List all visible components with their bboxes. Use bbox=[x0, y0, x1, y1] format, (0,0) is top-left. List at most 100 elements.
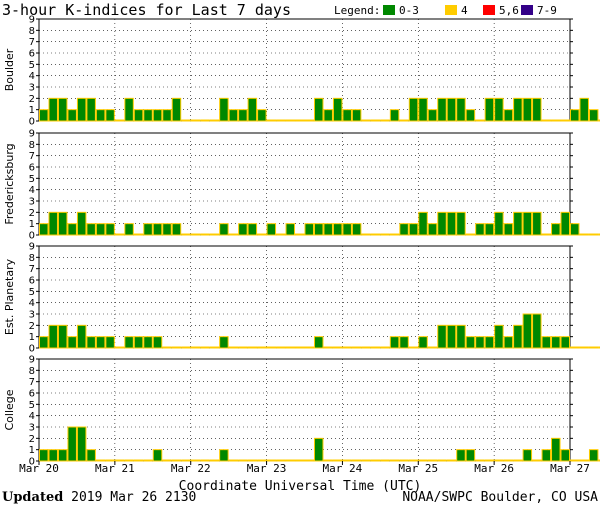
panel-fredericksburg-bar bbox=[513, 211, 523, 236]
panel-est-planetary-bar bbox=[465, 336, 476, 349]
panel-fredericksburg-y-tick-label: 7 bbox=[29, 151, 35, 162]
panel-est-planetary-bar bbox=[285, 346, 296, 349]
panel-fredericksburg-y-tick-label: 0 bbox=[29, 231, 35, 242]
panel-college-bar bbox=[427, 459, 438, 462]
panel-boulder-series-label: Boulder bbox=[3, 48, 16, 91]
panel-college-bar bbox=[209, 459, 220, 462]
panel-fredericksburg-bar bbox=[456, 211, 466, 236]
panel-college-y-tick-label: 4 bbox=[29, 411, 35, 422]
panel-college-bar bbox=[124, 459, 134, 462]
panel-fredericksburg-bar bbox=[484, 223, 495, 236]
panel-est-planetary-bar bbox=[238, 346, 248, 349]
panel-college-bar bbox=[304, 459, 314, 462]
panel-boulder-bar bbox=[266, 119, 277, 122]
panel-college-bar bbox=[494, 459, 504, 462]
panel-college-bar bbox=[456, 449, 466, 462]
panel-fredericksburg-bar bbox=[304, 223, 314, 236]
panel-fredericksburg-y-tick-label: 3 bbox=[29, 197, 35, 208]
panel-boulder-y-tick-label: 8 bbox=[29, 26, 35, 37]
panel-est-planetary-y-tick-label: 0 bbox=[29, 344, 35, 355]
panel-est-planetary-bar bbox=[437, 324, 447, 349]
panel-fredericksburg-bar bbox=[598, 233, 600, 236]
panel-college-bar bbox=[532, 459, 542, 462]
panel-college-y-tick-label: 6 bbox=[29, 389, 35, 400]
panel-fredericksburg-bar bbox=[570, 223, 580, 236]
panel-est-planetary-bar bbox=[475, 336, 485, 349]
chart-panels: 0123456789Boulder0123456789Fredericksbur… bbox=[3, 15, 600, 468]
panel-est-planetary-bar bbox=[276, 346, 286, 349]
panel-est-planetary-bar bbox=[456, 324, 466, 349]
panel-college-bar bbox=[190, 459, 201, 462]
panel-fredericksburg-bar bbox=[257, 233, 267, 236]
panel-est-planetary-bar bbox=[228, 346, 239, 349]
legend-item-7-9-swatch bbox=[521, 5, 533, 15]
panel-fredericksburg-bar bbox=[342, 223, 352, 236]
panel-boulder-bar bbox=[437, 97, 447, 122]
panel-est-planetary-frame bbox=[38, 245, 571, 349]
panel-boulder-bar bbox=[171, 97, 182, 122]
panel-college-bar bbox=[266, 459, 277, 462]
panel-est-planetary-bar bbox=[86, 336, 96, 349]
panel-boulder-y-tick-label: 1 bbox=[29, 105, 35, 116]
panel-fredericksburg-bar bbox=[295, 233, 305, 236]
panel-est-planetary-bar bbox=[67, 336, 77, 349]
panel-college-bar bbox=[295, 459, 305, 462]
panel-college-bar bbox=[437, 459, 447, 462]
panel-college-bar bbox=[181, 459, 191, 462]
panel-est-planetary-bar bbox=[370, 346, 381, 349]
panel-college-bar bbox=[361, 459, 371, 462]
panel-fredericksburg-y-tick-label: 5 bbox=[29, 174, 35, 185]
panel-boulder-bar bbox=[219, 97, 229, 122]
panel-est-planetary-bar bbox=[408, 346, 419, 349]
panel-college-y-tick-label: 7 bbox=[29, 377, 35, 388]
panel-fredericksburg-bar bbox=[266, 223, 277, 236]
panel-fredericksburg-bar bbox=[532, 211, 542, 236]
panel-fredericksburg-bar bbox=[86, 223, 96, 236]
panel-fredericksburg-bar bbox=[190, 233, 201, 236]
panel-est-planetary-bar bbox=[133, 336, 144, 349]
panel-fredericksburg-y-tick-label: 1 bbox=[29, 219, 35, 230]
panel-fredericksburg-bar bbox=[143, 223, 153, 236]
panel-fredericksburg-bar bbox=[228, 233, 239, 236]
panel-fredericksburg-bar bbox=[181, 233, 191, 236]
panel-boulder-bar bbox=[427, 109, 438, 122]
panel-fredericksburg-bar bbox=[76, 211, 87, 236]
legend-item-0-3-label: 0-3 bbox=[399, 4, 419, 17]
panel-college-bar bbox=[257, 459, 267, 462]
panel-college-bar bbox=[48, 449, 58, 462]
panel-boulder-y-tick-label: 9 bbox=[29, 15, 35, 26]
panel-boulder-bar bbox=[579, 97, 589, 122]
panel-est-planetary-bar bbox=[304, 346, 314, 349]
panel-fredericksburg-bar bbox=[522, 211, 533, 236]
panel-est-planetary-bar bbox=[399, 336, 409, 349]
panel-fredericksburg-bar bbox=[171, 223, 182, 236]
panel-fredericksburg-bar bbox=[389, 233, 400, 236]
panel-boulder-y-tick-label: 7 bbox=[29, 37, 35, 48]
panel-boulder-bar bbox=[532, 97, 542, 122]
x-tick-label: Mar 22 bbox=[171, 462, 211, 475]
panel-est-planetary-bar bbox=[570, 346, 580, 349]
panel-fredericksburg-series-label: Fredericksburg bbox=[3, 143, 16, 224]
panel-college-bar bbox=[418, 459, 428, 462]
panel-college-bar bbox=[351, 459, 362, 462]
panel-college-bar bbox=[228, 459, 239, 462]
panel-fredericksburg-bar bbox=[465, 233, 476, 236]
panel-boulder-y-tick-label: 4 bbox=[29, 71, 35, 82]
panel-boulder-bar bbox=[484, 97, 495, 122]
panel-boulder-bar bbox=[114, 119, 125, 122]
panel-college-series-label: College bbox=[3, 389, 16, 430]
panel-fredericksburg-bar bbox=[551, 223, 561, 236]
panel-college-bar bbox=[133, 459, 144, 462]
panel-fredericksburg-bar bbox=[124, 223, 134, 236]
panel-boulder-bar bbox=[67, 109, 77, 122]
x-tick-label: Mar 23 bbox=[247, 462, 287, 475]
panel-boulder-bar bbox=[399, 119, 409, 122]
panel-est-planetary-bar bbox=[532, 313, 542, 349]
panel-college-bar bbox=[475, 459, 485, 462]
panel-boulder-bar bbox=[190, 119, 201, 122]
panel-boulder-bar bbox=[276, 119, 286, 122]
panel-est-planetary-bar bbox=[124, 336, 134, 349]
